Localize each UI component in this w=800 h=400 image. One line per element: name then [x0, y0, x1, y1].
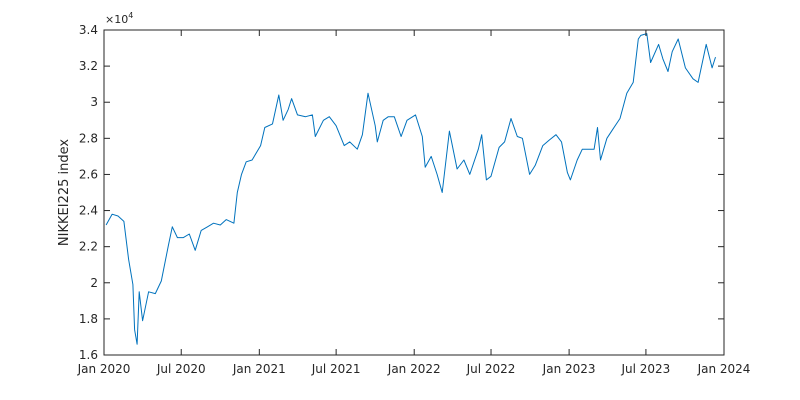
x-tick-label: Jul 2022 [466, 362, 516, 376]
y-axis: 1.6 1.8 2 2.2 2.4 2.6 2.8 3 3.2 3.4 [79, 23, 724, 362]
x-tick-label: Jan 2023 [542, 362, 596, 376]
y-tick-label: 1.8 [79, 312, 98, 326]
y-tick-label: 2.2 [79, 240, 98, 254]
y-tick-label: 2.4 [79, 204, 98, 218]
x-tick-label: Jul 2021 [311, 362, 361, 376]
y-tick-label: 3.4 [79, 23, 98, 37]
y-axis-label: NIKKEI225 index [57, 139, 72, 246]
x-axis: Jan 2020 Jul 2020 Jan 2021 Jul 2021 Jan 2022… [77, 30, 751, 376]
y-tick-label: 2 [90, 276, 98, 290]
x-tick-label: Jan 2020 [77, 362, 131, 376]
y-axis-exponent-power: 4 [128, 11, 133, 20]
x-tick-label: Jul 2023 [620, 362, 670, 376]
y-tick-label: 3 [90, 95, 98, 109]
y-tick-label: 2.8 [79, 131, 98, 145]
y-tick-label: 1.6 [79, 348, 98, 362]
x-tick-label: Jan 2022 [387, 362, 441, 376]
y-axis-exponent-base: ×10 [105, 13, 128, 26]
x-tick-label: Jul 2020 [156, 362, 206, 376]
plot-area-background [104, 30, 724, 355]
y-tick-label: 3.2 [79, 59, 98, 73]
series-line-0 [105, 33, 716, 345]
plot-area-border [103, 29, 725, 356]
series-group [105, 33, 716, 345]
y-tick-label: 2.6 [79, 167, 98, 181]
x-tick-label: Jan 2021 [232, 362, 286, 376]
x-tick-label: Jan 2024 [697, 362, 751, 376]
y-axis-exponent: ×104 [105, 11, 133, 26]
